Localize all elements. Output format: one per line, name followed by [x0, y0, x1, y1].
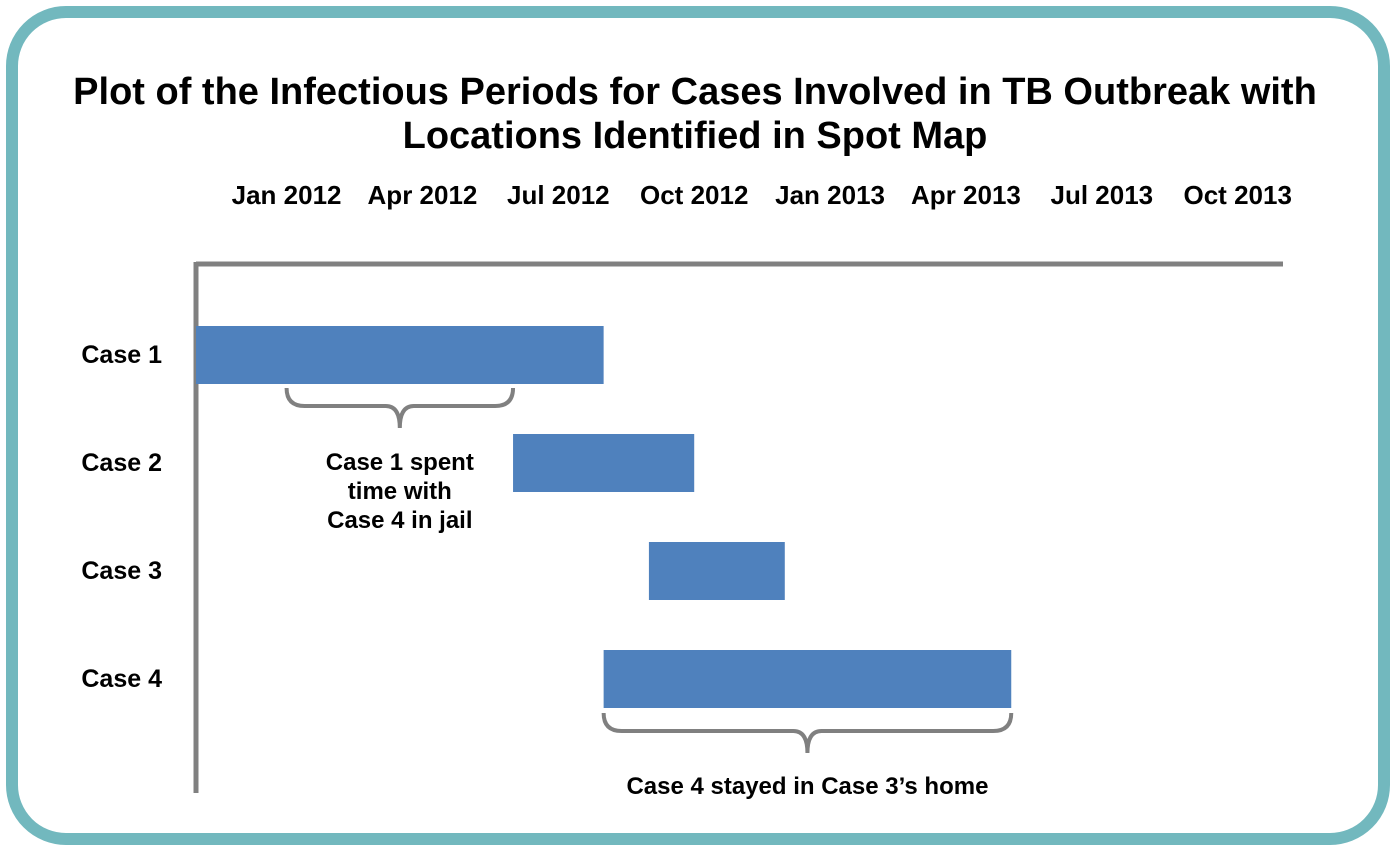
bar: [513, 434, 695, 492]
annotation: Case 1 spent time with Case 4 in jail: [325, 449, 474, 534]
y-tick-label: Case 4: [81, 665, 162, 693]
x-tick-label: Apr 2012: [367, 180, 478, 210]
annotation: Case 4 stayed in Case 3’s home: [626, 773, 989, 800]
x-tick-label: Jan 2013: [775, 180, 886, 210]
x-tick-label: Jul 2013: [1050, 180, 1154, 210]
y-tick-label: Case 2: [81, 449, 162, 477]
bar: [196, 326, 604, 384]
x-tick-label: Apr 2013: [911, 180, 1021, 210]
bar: [648, 542, 785, 600]
x-tick-label: Oct 2013: [1183, 180, 1292, 210]
y-tick-label: Case 3: [81, 557, 162, 585]
brace: [284, 387, 516, 429]
bar: [603, 650, 1012, 708]
chart-title: Plot of the Infectious Periods for Cases…: [73, 71, 1317, 157]
y-tick-label: Case 1: [81, 341, 162, 369]
x-tick-label: Oct 2012: [640, 180, 749, 210]
brace: [601, 712, 1014, 754]
x-tick-label: Jul 2012: [507, 180, 610, 210]
x-tick-label: Jan 2012: [231, 180, 342, 210]
